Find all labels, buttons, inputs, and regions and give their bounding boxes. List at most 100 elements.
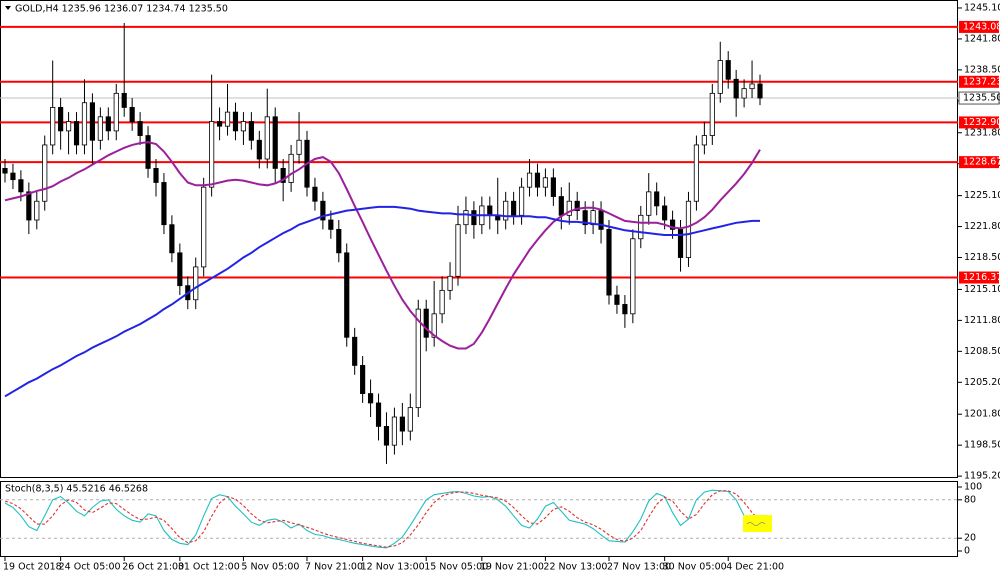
candle-body	[121, 92, 127, 108]
highlight-annotation	[743, 515, 772, 532]
candle-body	[177, 252, 183, 287]
candle-body	[558, 196, 564, 216]
main-panel	[0, 0, 958, 478]
stoch-line	[4, 489, 761, 549]
y-tick-label: 1221.80	[964, 221, 1000, 232]
candle-body	[399, 416, 405, 432]
candle-body	[638, 214, 644, 240]
x-tick-label: 5 Nov 05:00	[241, 562, 299, 573]
stoch-line	[4, 490, 761, 548]
candle-body	[320, 200, 326, 221]
candle-body	[288, 153, 294, 183]
candle-body	[709, 92, 715, 136]
stoch-title: Stoch(8,3,5) 45.5216 46.5268	[5, 484, 148, 495]
y-tick-label: 1208.50	[964, 346, 1000, 357]
candle-body	[455, 224, 461, 277]
candle-body	[50, 107, 56, 146]
level-label: 1237.23	[963, 76, 1000, 87]
candle-body	[407, 407, 413, 432]
candle-body	[137, 121, 143, 136]
y-tick-label: 1231.80	[964, 127, 1000, 138]
candle-body	[161, 182, 167, 226]
candle-body	[65, 121, 72, 132]
candle-body	[511, 200, 517, 216]
candle-body	[606, 228, 612, 296]
candle-body	[73, 121, 80, 146]
candle-body	[344, 252, 350, 338]
y-tick-label: 1205.20	[964, 377, 1000, 388]
candle-body	[550, 177, 556, 197]
candle-body	[58, 107, 64, 132]
candle-body	[590, 210, 596, 226]
candle-body	[646, 191, 652, 216]
candle-body	[391, 416, 398, 446]
candle-body	[717, 60, 723, 94]
candle-body	[598, 210, 604, 230]
y-tick-label: 80	[964, 494, 976, 505]
candle-body	[224, 111, 231, 127]
candle-body	[487, 205, 493, 216]
x-tick-label: 30 Nov 05:00	[663, 562, 727, 573]
candle-body	[471, 210, 477, 226]
chart-title: GOLD,H4 1235.96 1236.07 1234.74 1235.50	[15, 4, 228, 15]
annotation-scribble	[746, 522, 766, 526]
candle-body	[34, 200, 40, 221]
x-tick-label: 26 Oct 21:00	[122, 562, 184, 573]
candle-body	[503, 200, 509, 221]
candle-body	[248, 121, 254, 141]
level-label-box	[959, 116, 999, 129]
candle-body	[89, 102, 96, 141]
y-tick-label: 1238.50	[964, 64, 1000, 75]
candle-body	[280, 168, 286, 183]
candle-body	[336, 228, 342, 254]
candle-body	[463, 210, 469, 226]
candle-body	[81, 102, 88, 146]
candle-body	[542, 177, 549, 188]
candle-body	[662, 205, 668, 221]
candle-body	[725, 60, 731, 80]
y-tick-label: 1198.50	[964, 440, 1000, 451]
candle-body	[312, 186, 318, 202]
level-label: 1228.67	[963, 157, 1000, 168]
candle-body	[256, 139, 262, 160]
candle-body	[145, 135, 151, 169]
level-label: 1232.90	[963, 117, 1000, 128]
current-price-box	[958, 91, 1000, 105]
candle-body	[240, 121, 247, 132]
y-tick-label: 1241.80	[964, 33, 1000, 44]
candle-body	[669, 219, 676, 230]
candle-body	[701, 135, 707, 146]
candle-body	[566, 200, 572, 216]
candle-body	[169, 224, 175, 254]
candle-body	[10, 172, 16, 181]
y-tick-label: 1218.50	[964, 252, 1000, 263]
x-tick-label: 15 Nov 05:00	[424, 562, 488, 573]
candle-body	[383, 426, 390, 446]
candle-body	[97, 116, 103, 141]
candle-body	[423, 308, 429, 338]
candle-body	[360, 365, 366, 394]
x-tick-label: 19 Nov 21:00	[480, 562, 544, 573]
candle-body	[654, 191, 660, 207]
candle-body	[415, 308, 421, 409]
candle-body	[534, 172, 541, 188]
candle-body	[622, 304, 628, 315]
level-label: 1216.37	[963, 272, 1000, 283]
level-label-box	[959, 75, 999, 88]
y-tick-label: 20	[964, 533, 976, 544]
candle-body	[574, 200, 580, 212]
candle-body	[209, 121, 215, 188]
candle-body	[447, 275, 453, 291]
candle-body	[328, 219, 334, 230]
candle-body	[113, 92, 119, 132]
candle-body	[518, 186, 525, 216]
candle-body	[757, 83, 763, 99]
candle-body	[367, 393, 374, 404]
x-tick-label: 31 Oct 12:00	[178, 562, 240, 573]
y-tick-label: 1215.10	[964, 284, 1000, 295]
candle-body	[526, 172, 533, 188]
menu-triangle	[5, 6, 11, 10]
level-label-box	[959, 20, 999, 33]
x-tick-label: 22 Nov 13:00	[543, 562, 607, 573]
